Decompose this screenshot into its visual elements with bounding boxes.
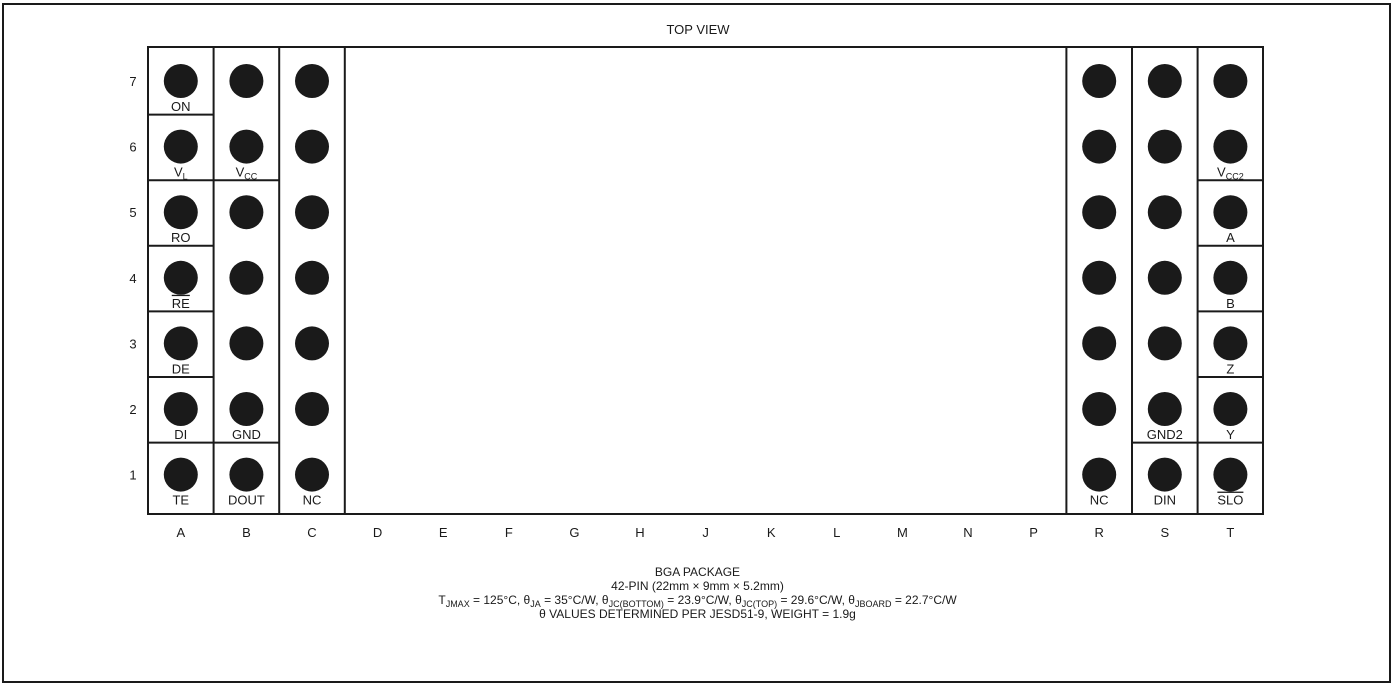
pin-groups xyxy=(148,113,1264,444)
pin-label-A3: DE xyxy=(172,361,190,376)
solder-ball-R4 xyxy=(1082,260,1117,295)
solder-ball-A5 xyxy=(163,195,198,230)
pin-label-T3: Z xyxy=(1226,361,1234,376)
row-label-5: 5 xyxy=(129,205,136,220)
solder-ball-S7 xyxy=(1147,64,1182,98)
column-label-M: M xyxy=(897,525,908,540)
pin-label-T2: Y xyxy=(1226,427,1235,442)
solder-ball-B7 xyxy=(229,64,264,98)
solder-ball-T2 xyxy=(1213,392,1248,426)
solder-ball-S2 xyxy=(1147,392,1182,426)
column-separators xyxy=(212,47,1199,514)
pin-label-A7: ON xyxy=(171,99,191,114)
solder-ball-B1 xyxy=(229,457,264,492)
solder-ball-R3 xyxy=(1082,326,1117,361)
solder-ball-A4 xyxy=(163,260,198,295)
solder-ball-C5 xyxy=(295,195,329,230)
pin-label-A6: VL xyxy=(174,165,188,182)
column-label-D: D xyxy=(373,525,382,540)
solder-ball-C3 xyxy=(295,326,329,361)
solder-ball-A1 xyxy=(163,457,198,492)
pin-label-B2: GND xyxy=(232,427,261,442)
column-label-A: A xyxy=(176,525,185,540)
solder-ball-R2 xyxy=(1082,392,1117,426)
solder-ball-T6 xyxy=(1213,129,1248,164)
column-label-P: P xyxy=(1029,525,1038,540)
pin-label-S2: GND2 xyxy=(1147,427,1183,442)
solder-ball-S1 xyxy=(1147,457,1182,492)
pin-label-S1: DIN xyxy=(1154,493,1176,508)
solder-ball-S6 xyxy=(1147,129,1182,164)
pin-label-A5: RO xyxy=(171,230,191,245)
solder-ball-S3 xyxy=(1147,326,1182,361)
solder-ball-T7 xyxy=(1213,64,1248,98)
pin-label-T5: A xyxy=(1226,230,1235,245)
row-label-7: 7 xyxy=(129,74,136,89)
solder-ball-B4 xyxy=(229,260,264,295)
solder-ball-S4 xyxy=(1147,260,1182,295)
row-label-2: 2 xyxy=(129,402,136,417)
pin-label-B1: DOUT xyxy=(228,493,265,508)
solder-ball-R1 xyxy=(1082,457,1117,492)
pin-label-B6: VCC xyxy=(236,165,258,182)
pin-labels: ON VL RO RE DE DI TE VCC GND DOUT NC NC GND2 DIN VCC2 A… xyxy=(171,99,1244,508)
solder-ball-C2 xyxy=(295,392,329,426)
solder-ball-T3 xyxy=(1213,326,1248,361)
solder-ball-T1 xyxy=(1213,457,1248,492)
solder-ball-A3 xyxy=(163,326,198,361)
row-label-1: 1 xyxy=(129,468,136,483)
column-label-K: K xyxy=(767,525,776,540)
row-label-4: 4 xyxy=(129,271,136,286)
pin-label-A2: DI xyxy=(174,427,187,442)
solder-ball-B6 xyxy=(229,129,264,164)
caption-thermal: TJMAX = 125°C, θJA = 35°C/W, θJC(BOTTOM)… xyxy=(438,593,957,609)
row-label-3: 3 xyxy=(129,336,136,351)
pin-label-A4: RE xyxy=(172,296,190,311)
pin-label-T4: B xyxy=(1226,296,1235,311)
pin-label-T1: SLO xyxy=(1217,493,1243,508)
solder-ball-C1 xyxy=(295,457,329,492)
column-label-E: E xyxy=(439,525,448,540)
pin-label-T6: VCC2 xyxy=(1217,165,1244,182)
column-label-N: N xyxy=(963,525,972,540)
pin-label-A1: TE xyxy=(172,493,189,508)
column-label-J: J xyxy=(702,525,709,540)
solder-ball-A6 xyxy=(163,129,198,164)
caption-pin-count: 42-PIN (22mm × 9mm × 5.2mm) xyxy=(611,579,784,593)
solder-ball-A7 xyxy=(163,64,198,98)
solder-ball-B2 xyxy=(229,392,264,426)
solder-ball-C7 xyxy=(295,64,329,98)
column-label-S: S xyxy=(1160,525,1169,540)
row-label-6: 6 xyxy=(129,140,136,155)
solder-ball-T4 xyxy=(1213,260,1248,295)
solder-ball-R5 xyxy=(1082,195,1117,230)
caption-theta-note: θ VALUES DETERMINED PER JESD51-9, WEIGHT… xyxy=(539,607,856,621)
column-label-R: R xyxy=(1095,525,1104,540)
solder-ball-B5 xyxy=(229,195,264,230)
caption-package: BGA PACKAGE xyxy=(654,565,741,579)
top-view-title: TOP VIEW xyxy=(666,22,730,37)
row-labels: 7 6 5 4 3 2 1 xyxy=(129,74,136,483)
column-label-F: F xyxy=(505,525,513,540)
solder-ball-T5 xyxy=(1213,195,1248,230)
pin-label-R1: NC xyxy=(1090,493,1109,508)
solder-ball-R7 xyxy=(1082,64,1117,98)
solder-ball-A2 xyxy=(163,392,198,426)
solder-ball-R6 xyxy=(1082,129,1117,164)
package-outline xyxy=(147,46,1264,515)
solder-ball-B3 xyxy=(229,326,264,361)
solder-ball-C6 xyxy=(295,129,329,164)
solder-balls xyxy=(163,64,1248,492)
solder-ball-C4 xyxy=(295,260,329,295)
solder-ball-S5 xyxy=(1147,195,1182,230)
column-label-B: B xyxy=(242,525,251,540)
column-label-G: G xyxy=(569,525,579,540)
column-label-L: L xyxy=(833,525,840,540)
column-label-H: H xyxy=(635,525,644,540)
column-label-C: C xyxy=(307,525,316,540)
column-label-T: T xyxy=(1226,525,1234,540)
pin-label-C1: NC xyxy=(303,493,322,508)
